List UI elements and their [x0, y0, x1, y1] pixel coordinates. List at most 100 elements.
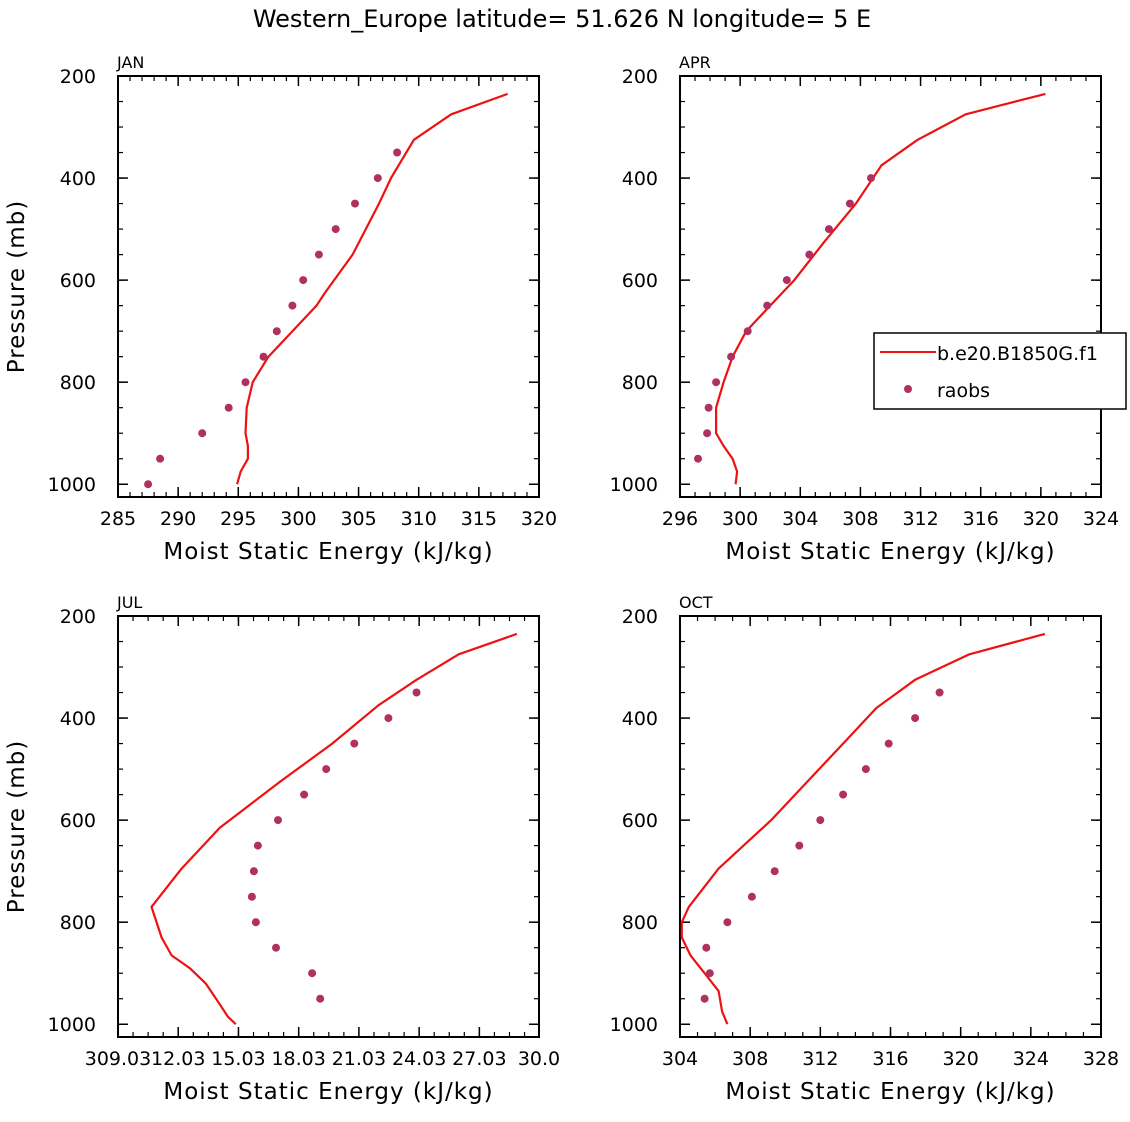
raobs-point	[795, 841, 804, 850]
raobs-point	[224, 403, 233, 412]
raobs-point	[331, 225, 340, 234]
raobs-point	[861, 765, 870, 774]
x-tick-label: 304	[782, 508, 818, 530]
x-tick-label: 316	[872, 1048, 908, 1070]
raobs-point	[845, 199, 854, 208]
legend: b.e20.B1850G.f1 raobs	[873, 332, 1127, 410]
raobs-point	[867, 174, 875, 183]
raobs-point	[308, 969, 317, 978]
y-tick-label: 400	[60, 168, 96, 190]
raobs-point	[288, 301, 297, 310]
y-tick-label: 1000	[610, 474, 658, 496]
legend-model-label: b.e20.B1850G.f1	[937, 343, 1098, 365]
y-tick-label: 800	[60, 372, 96, 394]
x-tick-label: 312	[802, 1048, 838, 1070]
panel-jan: JAN 285 290 295 300 305 310 315 320 200 400 600 800 1…	[4, 53, 557, 565]
raobs-point	[703, 429, 712, 438]
raobs-point	[694, 454, 702, 463]
x-tick-label: 300	[722, 508, 758, 530]
y-tick-label: 200	[622, 606, 658, 628]
raobs-point	[249, 867, 258, 876]
raobs-point	[393, 148, 402, 157]
y-tick-label: 200	[60, 606, 96, 628]
raobs-point	[805, 250, 814, 259]
model-line	[236, 92, 509, 485]
x-tick-label: 30.0	[518, 1048, 560, 1070]
x-axis-label: Moist Static Energy (kJ/kg)	[725, 1079, 1055, 1105]
legend-obs-label: raobs	[937, 380, 990, 402]
raobs-point	[700, 994, 709, 1003]
x-tick-label: 24.03	[392, 1048, 446, 1070]
x-tick-label: 27.03	[452, 1048, 506, 1070]
x-tick-label: 285	[100, 508, 136, 530]
y-axis-label: Pressure (mb)	[4, 200, 30, 373]
x-tick-label: 324	[1083, 508, 1119, 530]
model-line	[680, 632, 1046, 1025]
x-tick-label: 305	[340, 508, 376, 530]
x-tick-label: 300	[280, 508, 316, 530]
plot-frame	[117, 75, 540, 498]
y-tick-label: 600	[622, 270, 658, 292]
raobs-point	[704, 403, 713, 412]
raobs-point	[712, 378, 721, 387]
y-axis-label: Pressure (mb)	[4, 740, 30, 913]
y-tick-label: 1000	[48, 474, 96, 496]
x-tick-label: 309.03	[85, 1048, 151, 1070]
raobs-point	[412, 688, 421, 697]
x-tick-label: 21.03	[332, 1048, 386, 1070]
raobs-point	[253, 841, 262, 850]
suptitle: Western_Europe latitude= 51.626 N longit…	[253, 5, 871, 33]
raobs-point	[314, 250, 323, 259]
raobs-point	[322, 765, 331, 774]
raobs-point	[241, 378, 250, 387]
raobs-point	[824, 225, 833, 234]
x-tick-label: 18.03	[271, 1048, 325, 1070]
y-tick-label: 200	[622, 66, 658, 88]
raobs-point	[839, 790, 848, 799]
raobs-point	[272, 943, 280, 952]
raobs-point	[747, 892, 756, 901]
x-tick-label: 316	[963, 508, 999, 530]
model-line	[714, 92, 1046, 485]
raobs-point	[705, 969, 714, 978]
raobs-point	[316, 994, 325, 1003]
model-line	[150, 632, 518, 1025]
raobs-point	[144, 480, 153, 489]
raobs-point	[198, 429, 207, 438]
y-tick-label: 400	[622, 708, 658, 730]
raobs-point	[702, 943, 711, 952]
raobs-point	[723, 918, 732, 927]
x-tick-label: 324	[1013, 1048, 1049, 1070]
y-tick-label: 800	[60, 912, 96, 934]
raobs-point	[911, 714, 920, 723]
x-tick-label: 296	[662, 508, 698, 530]
panel-title: JAN	[116, 53, 144, 72]
raobs-point	[272, 327, 281, 336]
raobs-point	[350, 739, 359, 748]
raobs-point	[156, 454, 165, 463]
y-tick-label: 200	[60, 66, 96, 88]
raobs-point	[770, 867, 779, 876]
y-tick-label: 400	[622, 168, 658, 190]
y-tick-label: 600	[60, 270, 96, 292]
raobs-point	[299, 276, 308, 285]
x-tick-label: 310	[401, 508, 437, 530]
y-tick-label: 800	[622, 912, 658, 934]
legend-box	[873, 332, 1127, 410]
x-tick-label: 315	[461, 508, 497, 530]
raobs-point	[373, 174, 382, 183]
x-tick-label: 308	[842, 508, 878, 530]
x-tick-label: 290	[160, 508, 196, 530]
raobs-point	[259, 352, 268, 361]
plot-frame	[679, 615, 1102, 1038]
panel-jul: JUL 309.03 12.03 15.03 18.03 21.03 24.03 27.03 3…	[4, 593, 560, 1105]
y-tick-label: 600	[622, 810, 658, 832]
raobs-point	[274, 816, 282, 825]
panel-oct: OCT 304 308 312 316 320 324 328 200 400 600 800 1000…	[610, 593, 1119, 1105]
x-axis-label: Moist Static Energy (kJ/kg)	[163, 539, 493, 565]
raobs-point	[727, 352, 736, 361]
raobs-point	[935, 688, 944, 697]
y-tick-label: 800	[622, 372, 658, 394]
x-tick-label: 320	[521, 508, 557, 530]
